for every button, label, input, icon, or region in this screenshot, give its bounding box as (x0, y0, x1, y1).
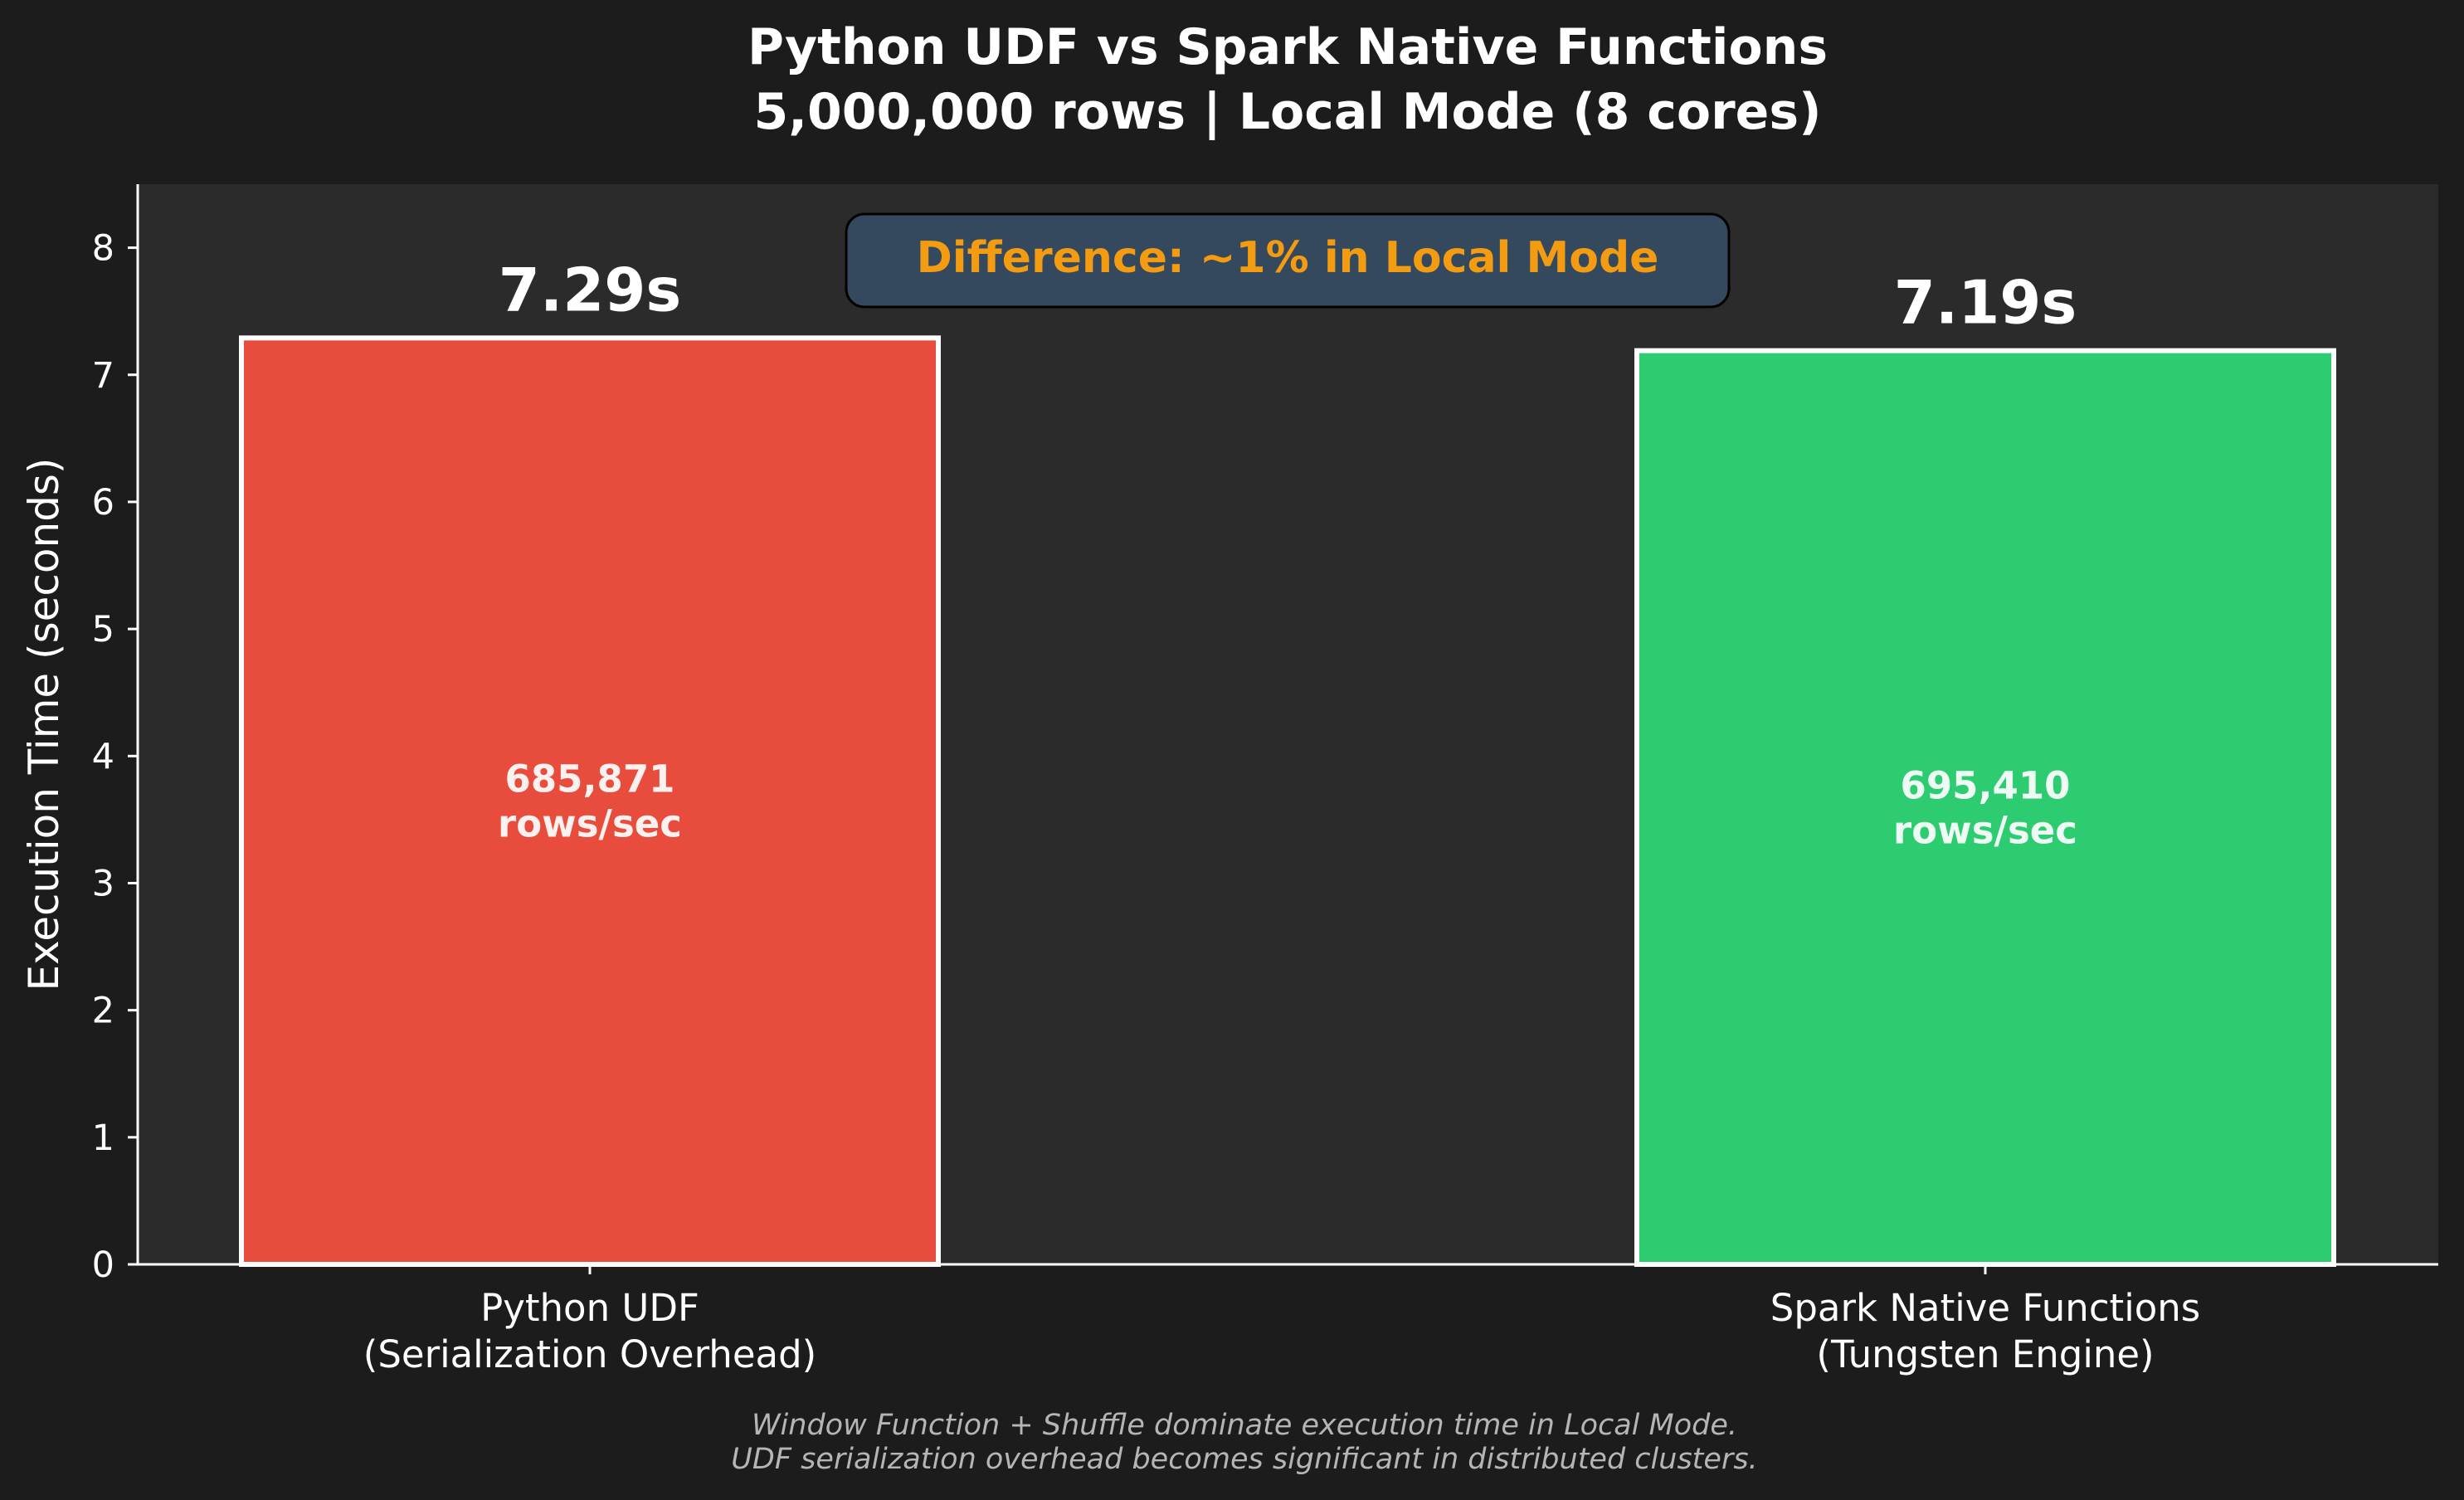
x-axis: Python UDF(Serialization Overhead) Spark … (363, 1264, 2200, 1376)
annotation-text: Difference: ~1% in Local Mode (917, 233, 1659, 283)
throughput-value-spark-native: 695,410 (1901, 763, 2071, 807)
annotation-box (845, 212, 1731, 309)
y-axis: 0 1 2 3 4 5 6 7 8 (92, 228, 138, 1286)
value-label-spark-native: 7.19s (1894, 268, 2077, 338)
y-tick-label: 2 (92, 991, 114, 1032)
value-label-python-udf: 7.29s (499, 255, 682, 324)
y-tick-label: 5 (92, 609, 114, 650)
throughput-value-python-udf: 685,871 (505, 757, 675, 801)
x-tick-label-python-udf: Python UDF (480, 1286, 699, 1330)
throughput-unit-python-udf: rows/sec (498, 802, 682, 846)
difference-annotation: Difference: ~1% in Local Mode (845, 212, 1731, 309)
footnote-line1: Window Function + Shuffle dominate execu… (752, 1409, 1737, 1442)
x-tick-sublabel-spark-native: (Tungsten Engine) (1816, 1332, 2154, 1376)
y-tick-label: 7 (92, 355, 114, 397)
bar-spark-native (1634, 348, 2336, 1268)
x-tick-sublabel-python-udf: (Serialization Overhead) (363, 1332, 816, 1376)
y-tick-label: 3 (92, 863, 114, 904)
y-axis-label: Execution Time (seconds) (20, 458, 68, 991)
chart-title-line2: 5,000,000 rows | Local Mode (8 cores) (753, 83, 1821, 141)
x-tick-label-spark-native: Spark Native Functions (1770, 1286, 2200, 1330)
throughput-unit-spark-native: rows/sec (1893, 808, 2077, 852)
y-tick-label: 6 (92, 482, 114, 524)
chart-title-line1: Python UDF vs Spark Native Functions (747, 18, 1828, 76)
y-tick-label: 4 (92, 736, 114, 777)
footnote-line2: UDF serialization overhead becomes signi… (731, 1443, 1757, 1476)
y-tick-label: 1 (92, 1118, 114, 1159)
y-tick-label: 0 (92, 1244, 114, 1286)
y-tick-label: 8 (92, 228, 114, 270)
